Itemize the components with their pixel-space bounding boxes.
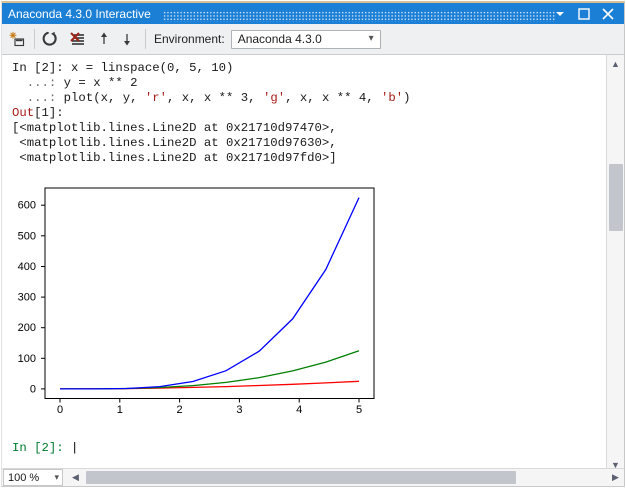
svg-text:600: 600: [18, 200, 36, 212]
svg-text:100: 100: [18, 353, 36, 365]
svg-text:3: 3: [236, 404, 242, 416]
svg-text:500: 500: [18, 230, 36, 242]
svg-text:0: 0: [57, 404, 63, 416]
svg-text:2: 2: [177, 404, 183, 416]
svg-text:5: 5: [356, 404, 362, 416]
svg-text:4: 4: [296, 404, 302, 416]
svg-text:0: 0: [30, 383, 36, 395]
svg-text:200: 200: [18, 322, 36, 334]
svg-text:1: 1: [117, 404, 123, 416]
svg-text:300: 300: [18, 292, 36, 304]
svg-text:400: 400: [18, 261, 36, 273]
